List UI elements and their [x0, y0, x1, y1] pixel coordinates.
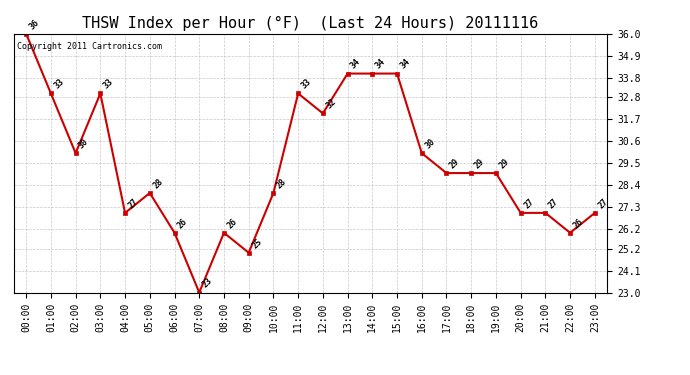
Title: THSW Index per Hour (°F)  (Last 24 Hours) 20111116: THSW Index per Hour (°F) (Last 24 Hours)…: [82, 16, 539, 31]
Text: 30: 30: [423, 137, 437, 150]
Text: 27: 27: [126, 196, 140, 210]
Text: 26: 26: [176, 217, 189, 230]
Text: 33: 33: [299, 77, 313, 91]
Text: 23: 23: [201, 276, 214, 290]
Text: 27: 27: [522, 196, 535, 210]
Text: 33: 33: [101, 77, 115, 91]
Text: 28: 28: [275, 177, 288, 190]
Text: 36: 36: [28, 18, 41, 31]
Text: 32: 32: [324, 97, 337, 111]
Text: 30: 30: [77, 137, 90, 150]
Text: 34: 34: [398, 57, 412, 71]
Text: 26: 26: [226, 217, 239, 230]
Text: Copyright 2011 Cartronics.com: Copyright 2011 Cartronics.com: [17, 42, 161, 51]
Text: 33: 33: [52, 77, 66, 91]
Text: 29: 29: [448, 157, 462, 170]
Text: 34: 34: [374, 57, 387, 71]
Text: 29: 29: [473, 157, 486, 170]
Text: 25: 25: [250, 237, 264, 250]
Text: 26: 26: [571, 217, 585, 230]
Text: 34: 34: [349, 57, 362, 71]
Text: 28: 28: [151, 177, 165, 190]
Text: 29: 29: [497, 157, 511, 170]
Text: 27: 27: [546, 196, 560, 210]
Text: 27: 27: [596, 196, 610, 210]
